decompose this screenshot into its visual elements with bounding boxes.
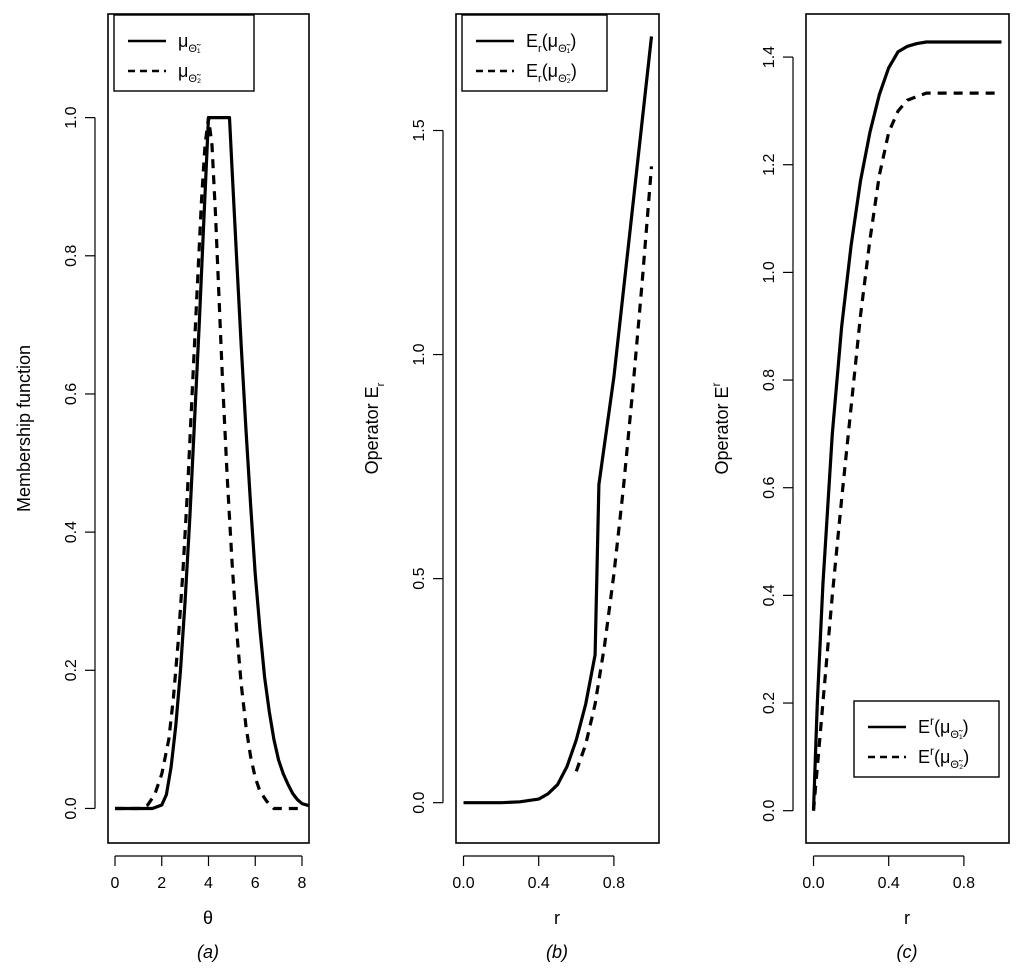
x-tick-label: 6 bbox=[251, 875, 260, 892]
legend-label-2: Er(μΘ̃₂) bbox=[526, 61, 577, 85]
x-tick-label: 0.0 bbox=[452, 875, 474, 892]
y-axis: 0.0 0.2 0.4 0.6 0.8 1.0 1.2 1.4 bbox=[761, 46, 794, 822]
y-tick-label: 0.4 bbox=[63, 521, 80, 543]
legend: μΘ̃₁μΘ̃₂ bbox=[113, 14, 255, 92]
x-tick-label: 0.4 bbox=[528, 875, 550, 892]
panel-caption: (b) bbox=[546, 942, 568, 962]
legend-label-base: E bbox=[918, 747, 930, 767]
legend-box bbox=[853, 700, 1000, 778]
legend-label-close: ) bbox=[570, 31, 576, 51]
x-axis: 0.0 0.4 0.8 bbox=[802, 855, 975, 892]
y-tick-label: 1.0 bbox=[761, 261, 778, 283]
legend-label-base: E bbox=[526, 31, 538, 51]
legend: Er(μΘ̃₁)Er(μΘ̃₂) bbox=[853, 700, 1000, 778]
y-axis-title-text: Operator E bbox=[362, 386, 382, 474]
y-axis-title-superscript: r bbox=[709, 382, 723, 386]
legend-label-subscript: Θ̃₁ bbox=[188, 43, 201, 55]
y-axis-title-text: Operator E bbox=[712, 386, 732, 474]
legend-label-1: Er(μΘ̃₁) bbox=[918, 714, 969, 741]
plot-frame bbox=[107, 13, 310, 844]
series-line-1 bbox=[115, 115, 309, 811]
panel-3: 0.0 0.4 0.8 0.0 0.2 0.4 0.6 0.8 1.0 1.2 1.4 Operato… bbox=[709, 13, 1010, 962]
x-tick-label: 0.8 bbox=[603, 875, 625, 892]
x-axis: 0 2 4 6 8 bbox=[111, 855, 307, 892]
legend-label-subscript: Θ̃₂ bbox=[188, 73, 201, 85]
plot-frame bbox=[455, 13, 660, 844]
legend-label-2: μΘ̃₂ bbox=[178, 61, 201, 85]
legend-label-base: E bbox=[918, 717, 930, 737]
series-line-2 bbox=[574, 166, 654, 772]
y-tick-label: 0.8 bbox=[63, 245, 80, 267]
y-axis-title: Operator Er bbox=[362, 382, 387, 474]
legend-label-subscript: Θ̃₁ bbox=[558, 43, 571, 55]
y-axis: 0.0 0.5 1.0 1.5 bbox=[411, 119, 444, 814]
y-axis-title: Membership function bbox=[14, 345, 34, 512]
x-tick-label: 0.0 bbox=[802, 875, 824, 892]
y-tick-label: 0.2 bbox=[63, 659, 80, 681]
y-tick-label: 0.0 bbox=[761, 799, 778, 821]
legend-label-subscript-r: r bbox=[538, 43, 542, 55]
x-tick-label: 8 bbox=[298, 875, 307, 892]
legend-label-close: ) bbox=[963, 747, 969, 767]
legend-label-2: Er(μΘ̃₂) bbox=[918, 744, 969, 771]
series-line-1 bbox=[463, 36, 654, 805]
x-tick-label: 0.4 bbox=[878, 875, 900, 892]
x-axis-title: θ bbox=[203, 908, 213, 928]
legend-label-superscript-r: r bbox=[930, 714, 934, 728]
y-tick-label: 1.2 bbox=[761, 154, 778, 176]
x-tick-label: 0 bbox=[111, 875, 120, 892]
legend-box bbox=[113, 14, 255, 92]
y-tick-label: 1.5 bbox=[411, 119, 428, 141]
y-tick-label: 0.4 bbox=[761, 584, 778, 606]
y-tick-label: 0.6 bbox=[761, 476, 778, 498]
series-line-2 bbox=[115, 115, 302, 811]
y-tick-label: 0.5 bbox=[411, 567, 428, 589]
legend-label-subscript: Θ̃₂ bbox=[558, 73, 571, 85]
y-tick-label: 0.8 bbox=[761, 369, 778, 391]
series-line-2 bbox=[811, 91, 1002, 811]
x-axis: 0.0 0.4 0.8 bbox=[452, 855, 625, 892]
series-line-1 bbox=[811, 40, 1002, 811]
legend-label-base: μ bbox=[178, 31, 188, 51]
y-tick-label: 1.4 bbox=[761, 46, 778, 68]
legend-label-subscript: Θ̃₂ bbox=[950, 759, 963, 771]
legend-label-rest: (μ bbox=[934, 717, 950, 737]
plot-frame bbox=[805, 13, 1010, 844]
y-tick-label: 0.0 bbox=[411, 791, 428, 813]
y-tick-label: 0.2 bbox=[761, 692, 778, 714]
x-tick-label: 4 bbox=[204, 875, 213, 892]
legend-label-base: μ bbox=[178, 61, 188, 81]
x-axis-title: r bbox=[904, 908, 910, 928]
legend-label-close: ) bbox=[571, 61, 577, 81]
legend-label-subscript: Θ̃₁ bbox=[950, 729, 963, 741]
legend-label-base: E bbox=[526, 61, 538, 81]
y-tick-label: 0.0 bbox=[63, 797, 80, 819]
x-tick-label: 0.8 bbox=[953, 875, 975, 892]
legend-box bbox=[461, 14, 608, 92]
legend-label-rest: (μ bbox=[542, 31, 558, 51]
panel-caption: (c) bbox=[897, 942, 918, 962]
y-axis: 0.0 0.2 0.4 0.6 0.8 1.0 bbox=[63, 106, 96, 820]
y-tick-label: 0.6 bbox=[63, 383, 80, 405]
panel-caption: (a) bbox=[197, 942, 219, 962]
y-tick-label: 1.0 bbox=[411, 343, 428, 365]
legend-label-subscript-r: r bbox=[538, 73, 542, 85]
x-tick-label: 2 bbox=[157, 875, 166, 892]
legend-label-superscript-r: r bbox=[930, 744, 934, 758]
legend-label-rest: (μ bbox=[934, 747, 950, 767]
legend: Er(μΘ̃₁)Er(μΘ̃₂) bbox=[461, 14, 608, 92]
legend-label-1: Er(μΘ̃₁) bbox=[526, 31, 576, 55]
legend-label-close: ) bbox=[963, 717, 969, 737]
panel-1: 0 2 4 6 8 0.0 0.2 0.4 0.6 0.8 1.0 Membership functi… bbox=[14, 13, 310, 962]
legend-label-rest: (μ bbox=[542, 61, 558, 81]
y-axis-title-subscript: r bbox=[375, 382, 387, 386]
legend-label-1: μΘ̃₁ bbox=[178, 31, 201, 55]
y-axis-title: Operator Er bbox=[709, 382, 732, 474]
y-tick-label: 1.0 bbox=[63, 106, 80, 128]
x-axis-title: r bbox=[554, 908, 560, 928]
